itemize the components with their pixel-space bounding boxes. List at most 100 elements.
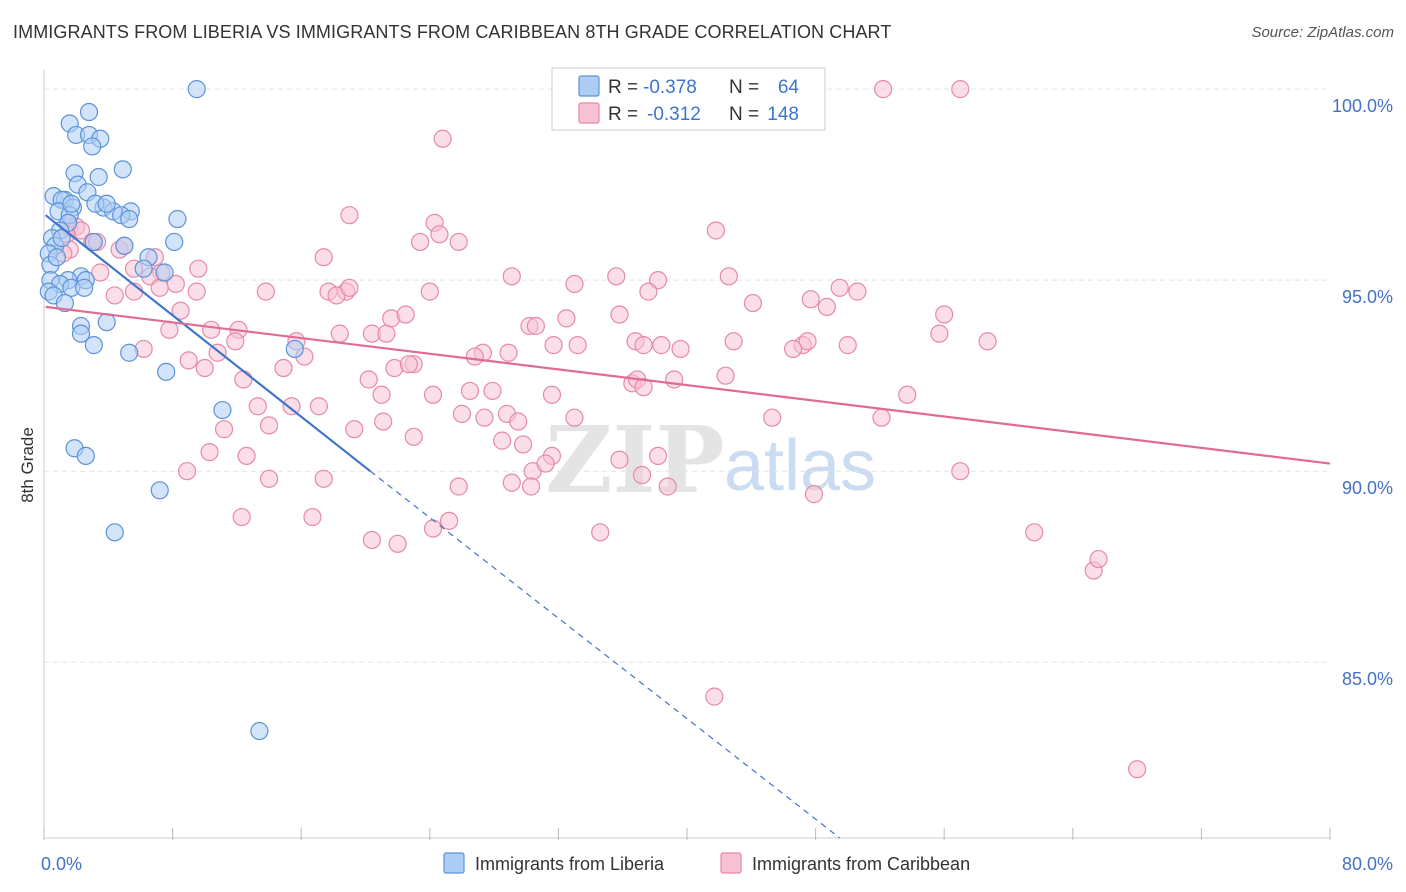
caribbean-point [214,420,234,439]
chart-title: IMMIGRANTS FROM LIBERIA VS IMMIGRANTS FR… [13,22,892,42]
liberia-point [157,362,176,381]
caribbean-point [648,446,668,466]
caribbean-point [439,511,459,530]
y-axis-title: 8th Grade [18,427,37,503]
liberia-point [55,293,74,313]
liberia-point [79,102,99,122]
caribbean-point [411,232,430,252]
legend-r-label-caribbean: R = [608,104,643,125]
caribbean-point [568,336,587,355]
caribbean-point [314,469,333,488]
liberia-point [52,229,71,248]
caribbean-point [716,366,735,385]
caribbean-point [179,351,198,370]
caribbean-point [874,80,893,99]
liberia-point [84,336,103,355]
caribbean-point [449,232,468,252]
liberia-point [113,160,132,179]
legend-n-value-caribbean: 148 [767,104,799,125]
caribbean-point [483,381,502,401]
caribbean-point [513,435,533,454]
caribbean-point [798,332,817,351]
caribbean-point [705,687,724,706]
series-legend-swatch-caribbean [720,852,742,874]
caribbean-point [502,473,521,492]
liberia-point [89,167,108,187]
trend-lines [44,214,1331,839]
caribbean-point [499,343,518,362]
liberia-point [165,232,184,252]
liberia-point [83,137,102,156]
caribbean-point [536,454,555,473]
liberia-point [168,209,187,229]
caribbean-point [362,530,382,550]
caribbean-point [639,282,658,301]
caribbean-point [396,305,415,324]
caribbean-point [557,309,576,328]
caribbean-point [502,267,521,286]
caribbean-point [171,301,190,320]
caribbean-point [420,282,439,301]
caribbean-point [610,450,629,469]
caribbean-point [526,316,545,336]
legend-n-label-caribbean: N = [729,104,764,125]
caribbean-point [763,408,782,427]
legend-r-value-liberia: -0.378 [643,77,697,98]
caribbean-point [259,416,279,435]
caribbean-point [330,324,349,343]
liberia-point [285,339,304,359]
liberia-point [97,313,116,332]
caribbean-point [465,347,484,366]
legend-swatch-caribbean [578,102,600,124]
caribbean-point [433,129,452,148]
caribbean-point [848,282,867,301]
axes: 100.0% 95.0% 90.0% 85.0% 0.0% 80.0% [41,70,1393,874]
caribbean-point [202,320,221,339]
x-tick-label: 80.0% [1342,854,1393,874]
caribbean-point [610,305,629,324]
caribbean-point [898,385,917,404]
caribbean-point [195,358,214,378]
caribbean-point [449,477,468,496]
caribbean-point [372,385,391,404]
caribbean-point [200,442,219,462]
caribbean-point [634,336,653,355]
caribbean-point [234,370,253,389]
caribbean-point [248,397,267,416]
caribbean-point [521,477,541,496]
caribbean-point [951,80,970,99]
caribbean-point [177,462,197,481]
caribbean-point [282,397,301,416]
liberia-trend-line [44,214,372,473]
caribbean-point [719,267,738,286]
caribbean-point [706,221,726,240]
liberia-point [120,343,139,362]
caribbean-point [345,420,364,439]
caribbean-point [743,293,763,313]
caribbean-point [652,336,671,355]
liberia-point [250,721,269,741]
caribbean-point [423,519,443,538]
caribbean-point [237,446,256,466]
liberia-trend-extension [369,470,841,839]
watermark-atlas: atlas [724,426,876,506]
caribbean-point [150,278,169,297]
caribbean-trend-line [45,305,1331,465]
caribbean-point [452,404,472,423]
y-tick-label: 85.0% [1342,669,1393,689]
caribbean-point [658,477,677,496]
caribbean-point [274,358,293,378]
caribbean-point [232,507,251,527]
series-legend: Immigrants from Liberia Immigrants from … [443,852,970,874]
caribbean-point [377,324,396,343]
caribbean-point [187,282,206,301]
caribbean-point [160,320,179,339]
caribbean-point [930,324,949,343]
caribbean-point [309,397,328,416]
caribbean-point [1025,523,1044,542]
liberia-point [150,481,169,500]
caribbean-point [542,385,562,404]
caribbean-point [399,355,419,374]
caribbean-point [591,523,610,542]
